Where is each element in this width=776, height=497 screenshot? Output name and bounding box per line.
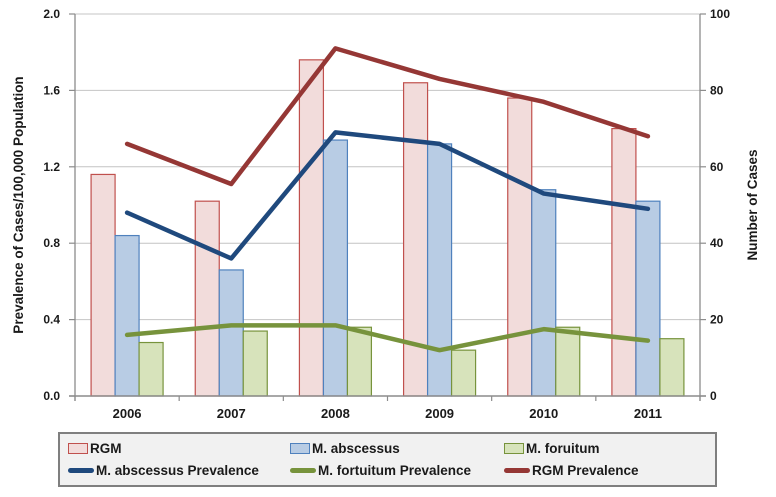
bar-m-abscessus [322,139,349,397]
line-series [124,46,651,353]
legend-label: M. abscessus Prevalence [96,463,259,479]
right-axis-tick-label: 20 [710,313,724,327]
bar-m-abscessus [531,189,557,397]
bar-rgm [194,200,220,397]
legend-swatch-icon [290,442,310,454]
left-axis-tick-label: 0.0 [43,389,60,403]
bar-m-foruitum [450,349,477,397]
bar-m-abscessus [114,234,140,397]
legend-line-icon [290,468,316,474]
legend-item: RGM Prevalence [504,463,707,478]
legend-label: M. foruitum [526,440,600,456]
left-axis-tick-label: 0.4 [43,313,60,327]
left-axis-tick-label: 0.8 [43,236,60,250]
x-axis-category-label: 2006 [113,406,142,421]
legend-row-bars: RGM M. abscessus M. foruitum [68,441,707,456]
gridlines [75,13,700,321]
x-axis-category-label: 2011 [634,406,662,421]
line-rgm-prevalence [124,46,651,187]
legend-label: RGM [90,440,122,456]
left-axis-tick-label: 2.0 [43,7,60,21]
bar-rgm [90,173,116,397]
left-axis-tick-label: 1.2 [43,160,60,174]
bar-m-foruitum [138,341,164,397]
bar-rgm [298,59,325,397]
bar-m-abscessus [218,269,244,397]
legend-line-icon [504,468,530,474]
bar-m-foruitum [242,330,268,397]
legend-swatch-icon [68,442,88,454]
legend-label: M. fortuitum Prevalence [318,463,472,479]
legend-line-icon [68,468,94,474]
bar-rgm [611,128,637,397]
legend-item: M. fortuitum Prevalence [290,463,504,478]
bar-rgm [402,82,429,397]
bar-rgm [507,97,533,397]
axes [69,13,706,401]
right-axis-tick-label: 100 [710,7,730,21]
x-axis-category-label: 2007 [217,406,246,421]
x-axis-category-label: 2009 [425,406,454,421]
plot-area: 0.0 0 0.4 20 0.8 40 1.2 60 1.6 80 2.0 100 2006 2007 20… [11,7,760,421]
right-axis-tick-label: 60 [710,160,724,174]
right-axis-tick-label: 80 [710,83,724,97]
left-axis-tick-label: 1.6 [43,83,60,97]
bar-m-foruitum [346,326,373,397]
left-axis-title: Prevalence of Cases/100,000 Population [11,76,26,333]
bar-m-foruitum [555,326,581,397]
right-axis-tick-label: 40 [710,236,724,250]
bar-m-foruitum [659,338,685,397]
right-axis-tick-label: 0 [710,389,717,403]
bar-series [90,59,685,397]
bar-m-abscessus [635,200,661,397]
legend-label: M. abscessus [312,440,400,456]
x-axis-category-label: 2010 [529,406,558,421]
x-axis-category-label: 2008 [321,406,350,421]
legend-row-lines: M. abscessus Prevalence M. fortuitum Prev… [68,463,707,478]
legend-label: RGM Prevalence [532,463,639,479]
line-m-fortuitum-prevalence [124,323,651,353]
right-axis-title: Number of Cases [745,149,760,260]
legend-item: M. abscessus [290,441,504,456]
chart-legend: RGM M. abscessus M. foruitum M. abscessus … [58,432,717,487]
axis-labels: 0.0 0 0.4 20 0.8 40 1.2 60 1.6 80 2.0 100 2006 2007 20… [43,7,730,421]
bar-m-abscessus [426,143,453,397]
legend-item: M. abscessus Prevalence [68,463,290,478]
line-m-abscessus-prevalence [124,130,651,261]
legend-swatch-icon [504,442,524,454]
legend-item: RGM [68,441,290,456]
legend-item: M. foruitum [504,441,707,456]
